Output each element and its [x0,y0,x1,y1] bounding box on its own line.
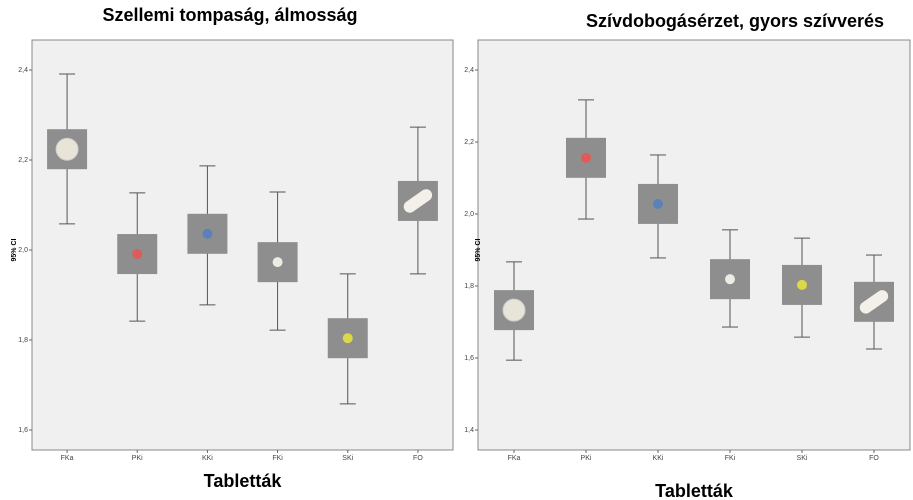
chart-title: Szívdobogásérzet, gyors szívverés [586,11,884,31]
x-tick-label: FO [869,455,879,462]
y-tick-label: 2,0 [464,211,474,218]
x-axis-label: Tabletták [655,481,734,500]
x-tick-label: FKi [725,455,736,462]
page: Szellemi tompaság, álmosság Tabletták 95% … [0,0,913,500]
plot-frame [32,40,453,450]
marker-pill [581,153,591,163]
y-tick-label: 2,0 [18,247,28,254]
marker-pill [202,229,212,239]
plot-frame [478,40,910,450]
marker-pill [273,257,283,267]
y-tick-label: 2,2 [18,157,28,164]
x-tick-label: FO [413,455,423,462]
y-tick-label: 1,6 [18,427,28,434]
x-tick-label: KKi [653,455,664,462]
marker-pill [503,299,525,321]
marker-pill [56,138,78,160]
y-tick-label: 2,4 [464,67,474,74]
x-tick-label: SKi [342,455,353,462]
y-tick-label: 1,8 [18,337,28,344]
y-axis-label: 95% CI [11,238,18,261]
x-tick-label: KKi [202,455,213,462]
y-tick-label: 1,4 [464,427,474,434]
marker-pill [797,280,807,290]
marker-pill [132,249,142,259]
y-tick-label: 2,4 [18,67,28,74]
x-axis-label: Tabletták [204,471,283,491]
x-tick-label: PKi [132,455,143,462]
x-tick-label: SKi [797,455,808,462]
y-tick-label: 1,8 [464,283,474,290]
x-tick-label: PKi [581,455,592,462]
y-tick-label: 2,2 [464,139,474,146]
x-tick-label: FKa [508,455,521,462]
x-tick-label: FKi [272,455,283,462]
y-axis-label: 95% CI [475,238,482,261]
x-tick-label: FKa [61,455,74,462]
marker-pill [653,199,663,209]
marker-pill [725,274,735,284]
y-tick-label: 1,6 [464,355,474,362]
chart-title: Szellemi tompaság, álmosság [102,5,357,25]
marker-pill [343,333,353,343]
